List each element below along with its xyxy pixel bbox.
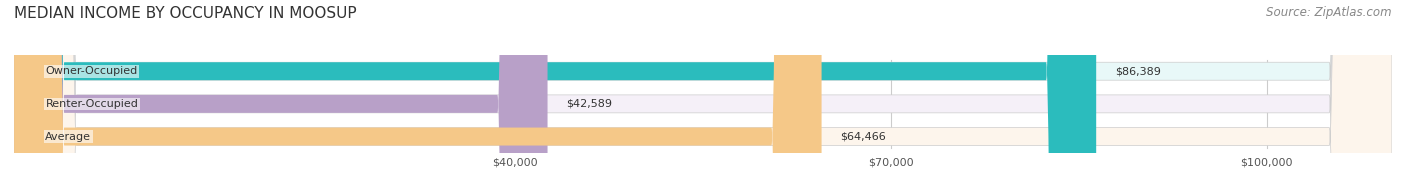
- Text: Average: Average: [45, 132, 91, 142]
- Text: MEDIAN INCOME BY OCCUPANCY IN MOOSUP: MEDIAN INCOME BY OCCUPANCY IN MOOSUP: [14, 6, 357, 21]
- Text: $42,589: $42,589: [567, 99, 613, 109]
- FancyBboxPatch shape: [14, 0, 821, 196]
- Text: $64,466: $64,466: [841, 132, 886, 142]
- Text: Owner-Occupied: Owner-Occupied: [45, 66, 138, 76]
- Text: Source: ZipAtlas.com: Source: ZipAtlas.com: [1267, 6, 1392, 19]
- FancyBboxPatch shape: [14, 0, 547, 196]
- Text: Renter-Occupied: Renter-Occupied: [45, 99, 138, 109]
- FancyBboxPatch shape: [14, 0, 1392, 196]
- FancyBboxPatch shape: [14, 0, 1097, 196]
- FancyBboxPatch shape: [14, 0, 1392, 196]
- Text: $86,389: $86,389: [1115, 66, 1161, 76]
- FancyBboxPatch shape: [14, 0, 1392, 196]
